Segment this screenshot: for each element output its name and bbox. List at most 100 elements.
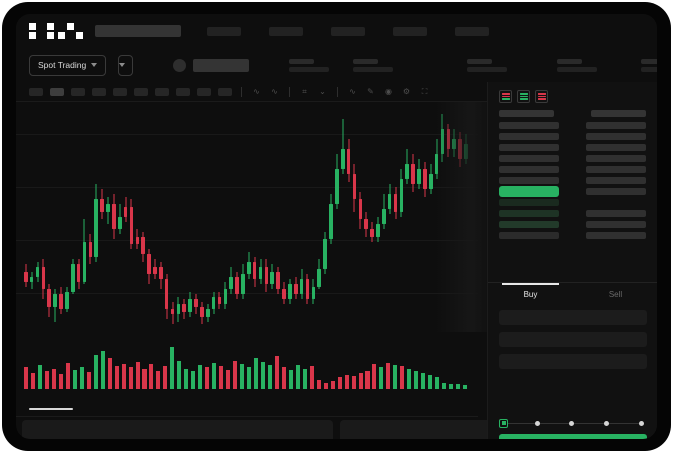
order-form-fields bbox=[488, 310, 657, 369]
candle bbox=[352, 102, 357, 332]
volume-bar bbox=[100, 351, 105, 389]
nav-link-1[interactable] bbox=[207, 26, 241, 36]
volume-bar bbox=[379, 367, 384, 389]
nav-link-3[interactable] bbox=[331, 26, 365, 36]
timeframe-button-0[interactable] bbox=[29, 87, 43, 96]
candle bbox=[205, 102, 210, 332]
orderbook-ask-row-0[interactable] bbox=[499, 120, 646, 131]
candle bbox=[376, 102, 380, 332]
candle bbox=[247, 102, 251, 332]
order-field-2[interactable] bbox=[499, 354, 647, 369]
settings-icon[interactable]: ⚙ bbox=[402, 86, 411, 96]
tab-sell[interactable]: Sell bbox=[573, 283, 657, 306]
market-subheader: Spot Trading bbox=[16, 48, 657, 82]
order-field-0[interactable] bbox=[499, 310, 647, 325]
market-stat-4-label bbox=[557, 58, 583, 64]
chevron-down-icon[interactable]: ⌄ bbox=[319, 86, 326, 96]
candle bbox=[358, 102, 363, 332]
orderbook-cell-price bbox=[499, 221, 559, 228]
volume-bar bbox=[44, 370, 49, 389]
candle bbox=[423, 102, 427, 332]
templates-icon[interactable]: ⌗ bbox=[302, 86, 307, 96]
volume-bar bbox=[114, 366, 119, 389]
order-field-1[interactable] bbox=[499, 332, 647, 347]
orderbook-ask-row-2[interactable] bbox=[499, 142, 646, 153]
candle bbox=[340, 102, 345, 332]
nav-link-5[interactable] bbox=[455, 26, 489, 36]
orderbook-bid-row-2[interactable] bbox=[499, 219, 646, 230]
okx-logo[interactable] bbox=[29, 23, 83, 39]
slider-node-1[interactable] bbox=[535, 420, 540, 426]
volume-bar bbox=[351, 376, 356, 389]
candle bbox=[335, 102, 339, 332]
compare-icon[interactable]: ∿ bbox=[271, 86, 278, 96]
slider-node-2[interactable] bbox=[569, 420, 574, 426]
price-chart[interactable] bbox=[16, 102, 478, 332]
candle bbox=[188, 102, 192, 332]
slider-node-4[interactable] bbox=[639, 420, 644, 426]
timeframe-button-6[interactable] bbox=[155, 87, 169, 96]
candle bbox=[288, 102, 292, 332]
orderbook-bid-row-3[interactable] bbox=[499, 230, 646, 241]
amount-percent-slider[interactable] bbox=[499, 418, 647, 428]
submit-order-button[interactable] bbox=[499, 434, 647, 439]
pair-select[interactable] bbox=[118, 54, 134, 76]
search-input[interactable] bbox=[95, 25, 181, 37]
tab-buy[interactable]: Buy bbox=[488, 283, 573, 306]
timeframe-button-1[interactable] bbox=[50, 87, 64, 96]
timeframe-button-4[interactable] bbox=[113, 87, 127, 96]
timeframe-button-5[interactable] bbox=[134, 87, 148, 96]
trading-mode-label: Spot Trading bbox=[38, 60, 87, 70]
candle bbox=[387, 102, 392, 332]
camera-icon[interactable]: ◉ bbox=[385, 86, 392, 96]
timeframe-button-3[interactable] bbox=[92, 87, 106, 96]
market-stat-4 bbox=[557, 58, 598, 72]
nav-link-4[interactable] bbox=[393, 26, 427, 36]
orderbook-spread-row[interactable] bbox=[499, 186, 646, 197]
chart-edge-shadow bbox=[435, 102, 487, 332]
candle bbox=[346, 102, 351, 332]
trading-mode-select[interactable]: Spot Trading bbox=[29, 54, 107, 76]
indicators-icon[interactable]: ∿ bbox=[253, 86, 260, 96]
candle bbox=[170, 102, 175, 332]
orderbook-cell-price bbox=[499, 122, 559, 129]
candle bbox=[41, 102, 46, 332]
orderbook-bid-row-1[interactable] bbox=[499, 208, 646, 219]
timeframe-button-7[interactable] bbox=[176, 87, 190, 96]
slider-node-3[interactable] bbox=[604, 420, 609, 426]
orderbook-ask-row-5[interactable] bbox=[499, 175, 646, 186]
volume-bar bbox=[358, 372, 363, 389]
orderbook-ask-row-1[interactable] bbox=[499, 131, 646, 142]
orderbook-bid-row-0[interactable] bbox=[499, 197, 646, 208]
nav-link-2[interactable] bbox=[269, 26, 303, 36]
volume-bar bbox=[344, 375, 349, 389]
active-tab-underline bbox=[29, 408, 73, 410]
candle bbox=[176, 102, 181, 332]
chart-type-icon[interactable]: ∿ bbox=[349, 86, 356, 96]
orderbook-asks-icon[interactable] bbox=[535, 90, 548, 103]
slider-handle[interactable] bbox=[499, 418, 508, 428]
orderbook-header-0 bbox=[499, 110, 554, 117]
orderbook-both-icon[interactable] bbox=[499, 90, 512, 103]
orderbook-cell-amount bbox=[586, 177, 646, 184]
volume-bar bbox=[37, 365, 42, 389]
volume-bar bbox=[170, 347, 175, 389]
orderbook-ask-row-3[interactable] bbox=[499, 153, 646, 164]
candle bbox=[305, 102, 310, 332]
bottom-panel-0[interactable] bbox=[22, 420, 333, 439]
orderbook-bids-icon[interactable] bbox=[517, 90, 530, 103]
timeframe-button-2[interactable] bbox=[71, 87, 85, 96]
chevron-down-icon bbox=[91, 63, 98, 67]
candle bbox=[329, 102, 333, 332]
timeframe-button-9[interactable] bbox=[218, 87, 232, 96]
candle bbox=[59, 102, 63, 332]
fullscreen-icon[interactable]: ⛶ bbox=[421, 86, 428, 96]
volume-bar bbox=[51, 368, 56, 389]
orderbook-ask-row-4[interactable] bbox=[499, 164, 646, 175]
orderbook-cell-amount bbox=[586, 155, 646, 162]
timeframe-button-8[interactable] bbox=[197, 87, 211, 96]
volume-bar bbox=[365, 370, 370, 389]
pair-avatar bbox=[173, 58, 187, 72]
ruler-icon[interactable]: ✎ bbox=[367, 86, 374, 96]
